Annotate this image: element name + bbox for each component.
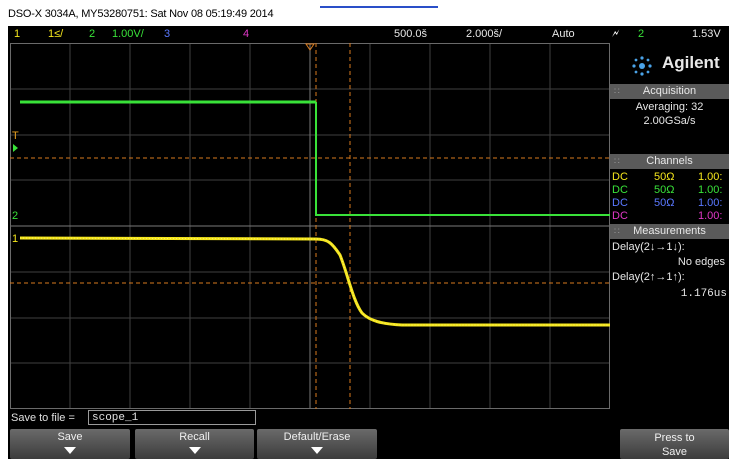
default-erase-softkey-label: Default/Erase — [283, 431, 351, 443]
down-arrow-icon — [64, 447, 76, 454]
save-softkey[interactable]: Save — [10, 429, 130, 459]
sample-rate-value: 2.00GSa/s — [643, 115, 696, 127]
status-bar: 1 1≤/ 2 1.00V/ 3 4 500.0š 2.000š/ Auto 🗲… — [8, 26, 729, 42]
ch2-impedance[interactable]: 50Ω — [654, 184, 675, 196]
default-erase-softkey[interactable]: Default/Erase — [257, 429, 377, 459]
trigger-position-marker[interactable] — [305, 43, 315, 51]
ch4-coupling[interactable]: DC — [612, 210, 628, 222]
press-to-save-line-2: Save — [661, 446, 688, 458]
ch2-ground-marker[interactable]: 2 — [12, 210, 18, 222]
cursor-lines[interactable] — [10, 43, 610, 409]
ch1-trace-noise — [19, 237, 610, 326]
acquisition-header[interactable]: ∷ Acquisition — [610, 84, 729, 99]
save-to-file-row: Save to file = scope_1 — [8, 409, 610, 428]
ch2-scale-value[interactable]: 1.00: — [698, 184, 723, 196]
ch3-number[interactable]: 3 — [164, 28, 171, 40]
trigger-level[interactable]: 1.53V — [692, 28, 721, 40]
ch2-number[interactable]: 2 — [89, 28, 96, 40]
measurements-header[interactable]: ∷ Measurements — [610, 224, 729, 239]
scope-screen: 1 1≤/ 2 1.00V/ 3 4 500.0š 2.000š/ Auto 🗲… — [8, 26, 729, 459]
measurement-1-value: No edges — [677, 256, 725, 268]
trigger-level-marker[interactable]: T — [12, 130, 19, 142]
window-title: DSO-X 3034A, MY53280751: Sat Nov 08 05:1… — [8, 8, 274, 20]
save-to-file-label: Save to file = — [11, 412, 75, 424]
ch3-impedance[interactable]: 50Ω — [654, 197, 675, 209]
channels-header[interactable]: ∷ Channels — [610, 154, 729, 169]
channels-header-label: Channels — [646, 155, 693, 167]
measurement-2-label[interactable]: Delay(2↑→1↑): — [612, 271, 685, 283]
brand-name: Agilent — [662, 53, 720, 72]
waveform-grid: T 2 1 — [10, 43, 610, 409]
trigger-mode[interactable]: Auto — [552, 28, 575, 40]
trigger-edge-icon: 🗲 — [612, 28, 620, 40]
ch1-coupling[interactable]: DC — [612, 171, 628, 183]
right-panel: Agilent ∷ Acquisition Averaging: 32 2.00… — [610, 44, 729, 436]
ch3-coupling[interactable]: DC — [612, 197, 628, 209]
save-softkey-label: Save — [57, 431, 83, 443]
ch2-scale[interactable]: 1.00V/ — [112, 28, 144, 40]
measurements-header-label: Measurements — [633, 225, 706, 237]
ch4-number[interactable]: 4 — [243, 28, 250, 40]
timebase-scale[interactable]: 500.0š — [394, 28, 428, 40]
down-arrow-icon — [311, 447, 323, 454]
trigger-arrow-icon — [13, 144, 18, 152]
measurement-1-label[interactable]: Delay(2↓→1↓): — [612, 241, 685, 253]
time-delay[interactable]: 2.000š/ — [466, 28, 503, 40]
ch3-scale-value[interactable]: 1.00: — [698, 197, 723, 209]
title-link-underline — [320, 0, 438, 8]
section-grip-icon: ∷ — [614, 86, 620, 96]
save-filename-input[interactable]: scope_1 — [88, 410, 256, 425]
ch1-scale-value[interactable]: 1.00: — [698, 171, 723, 183]
agilent-spark-icon — [632, 56, 652, 76]
grid-center-axes — [10, 43, 610, 409]
ch1-scale[interactable]: 1≤/ — [48, 28, 64, 40]
measurement-2-value: 1.176us — [680, 288, 727, 300]
recall-softkey-label: Recall — [179, 431, 210, 443]
trigger-channel[interactable]: 2 — [638, 28, 645, 40]
section-grip-icon: ∷ — [614, 156, 620, 166]
recall-softkey[interactable]: Recall — [135, 429, 254, 459]
ch2-coupling[interactable]: DC — [612, 184, 628, 196]
down-arrow-icon — [188, 447, 201, 454]
acquisition-header-label: Acquisition — [642, 85, 697, 97]
ch4-scale-value[interactable]: 1.00: — [698, 210, 723, 222]
section-grip-icon: ∷ — [614, 226, 620, 236]
press-to-save-line-1: Press to — [654, 432, 695, 444]
ch1-ground-marker[interactable]: 1 — [12, 233, 18, 245]
press-to-save-softkey[interactable]: Press to Save — [620, 429, 729, 459]
ch1-number[interactable]: 1 — [14, 28, 21, 40]
averaging-value: Averaging: 32 — [635, 101, 704, 113]
ch1-impedance[interactable]: 50Ω — [654, 171, 675, 183]
agilent-logo: Agilent — [610, 44, 729, 84]
ch2-trace-low — [315, 102, 610, 216]
